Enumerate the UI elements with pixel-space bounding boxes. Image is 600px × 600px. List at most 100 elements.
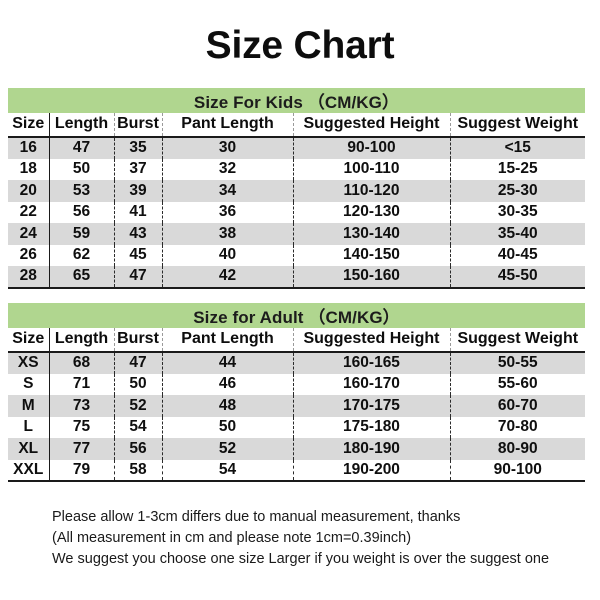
cell-suggested-height: 90-100 [293,137,451,159]
note-line-2: (All measurement in cm and please note 1… [52,530,412,546]
cell-size: M [8,395,50,417]
cell-suggested-height: 180-190 [293,438,451,460]
table-row: 20 53 39 34 110-120 25-30 [8,180,585,202]
cell-length: 59 [49,223,115,245]
cell-length: 62 [49,244,115,266]
cell-suggest-weight: <15 [450,137,585,159]
cell-burst: 39 [114,180,163,202]
cell-suggest-weight: 55-60 [450,373,585,395]
table-row: 22 56 41 36 120-130 30-35 [8,201,585,223]
cell-suggested-height: 160-165 [293,352,451,374]
column-header-suggested-height: Suggested Height [293,328,451,353]
cell-suggested-height: 190-200 [293,459,451,482]
cell-suggest-weight: 60-70 [450,395,585,417]
cell-suggest-weight: 35-40 [450,223,585,245]
cell-size: 20 [8,180,50,202]
cell-size: 16 [8,137,50,159]
cell-suggested-height: 160-170 [293,373,451,395]
table-row: 28 65 47 42 150-160 45-50 [8,266,585,289]
table-row: L 75 54 50 175-180 70-80 [8,416,585,438]
cell-burst: 54 [114,416,163,438]
column-header-suggested-height: Suggested Height [293,113,451,138]
cell-length: 71 [49,373,115,395]
cell-size: S [8,373,50,395]
column-header-size: Size [8,328,50,353]
cell-suggest-weight: 45-50 [450,266,585,289]
cell-suggested-height: 100-110 [293,158,451,180]
cell-burst: 45 [114,244,163,266]
table-row: XXL 79 58 54 190-200 90-100 [8,459,585,482]
cell-pant-length: 32 [162,158,294,180]
cell-length: 73 [49,395,115,417]
column-header-pant-length: Pant Length [162,328,294,353]
cell-pant-length: 44 [162,352,294,374]
column-header-burst: Burst [114,113,163,138]
cell-burst: 58 [114,459,163,482]
cell-suggest-weight: 50-55 [450,352,585,374]
cell-burst: 37 [114,158,163,180]
adult-size-table: Size Length Burst Pant Length Suggested … [8,328,585,482]
cell-pant-length: 38 [162,223,294,245]
kids-section-banner: Size For Kids （CM/KG） [8,88,585,113]
table-row: 18 50 37 32 100-110 15-25 [8,158,585,180]
cell-size: XXL [8,459,50,482]
cell-suggested-height: 120-130 [293,201,451,223]
cell-size: 22 [8,201,50,223]
table-row: XL 77 56 52 180-190 80-90 [8,438,585,460]
column-header-suggest-weight: Suggest Weight [450,113,585,138]
cell-pant-length: 48 [162,395,294,417]
cell-length: 53 [49,180,115,202]
cell-burst: 50 [114,373,163,395]
measurement-notes: Please allow 1-3cm differs due to manual… [52,507,592,570]
cell-suggest-weight: 80-90 [450,438,585,460]
cell-size: 28 [8,266,50,289]
cell-burst: 43 [114,223,163,245]
cell-length: 75 [49,416,115,438]
column-header-pant-length: Pant Length [162,113,294,138]
cell-length: 65 [49,266,115,289]
cell-suggest-weight: 90-100 [450,459,585,482]
cell-pant-length: 54 [162,459,294,482]
cell-suggested-height: 175-180 [293,416,451,438]
page-title: Size Chart [205,24,395,67]
kids-size-table: Size Length Burst Pant Length Suggested … [8,113,585,289]
cell-suggested-height: 150-160 [293,266,451,289]
table-row: S 71 50 46 160-170 55-60 [8,373,585,395]
cell-pant-length: 52 [162,438,294,460]
cell-pant-length: 40 [162,244,294,266]
cell-size: 26 [8,244,50,266]
cell-length: 56 [49,201,115,223]
cell-size: XS [8,352,50,374]
cell-burst: 56 [114,438,163,460]
cell-suggest-weight: 30-35 [450,201,585,223]
cell-pant-length: 34 [162,180,294,202]
cell-length: 79 [49,459,115,482]
cell-size: L [8,416,50,438]
cell-pant-length: 42 [162,266,294,289]
column-header-burst: Burst [114,328,163,353]
cell-burst: 41 [114,201,163,223]
table-row: 16 47 35 30 90-100 <15 [8,137,585,159]
column-header-suggest-weight: Suggest Weight [450,328,585,353]
table-row: 24 59 43 38 130-140 35-40 [8,223,585,245]
column-header-length: Length [49,113,115,138]
cell-pant-length: 36 [162,201,294,223]
note-line-1: Please allow 1-3cm differs due to manual… [52,509,461,525]
column-header-length: Length [49,328,115,353]
table-row: 26 62 45 40 140-150 40-45 [8,244,585,266]
cell-length: 68 [49,352,115,374]
cell-pant-length: 30 [162,137,294,159]
cell-length: 77 [49,438,115,460]
cell-length: 50 [49,158,115,180]
cell-suggest-weight: 25-30 [450,180,585,202]
cell-suggest-weight: 70-80 [450,416,585,438]
kids-size-table-block: Size For Kids （CM/KG） Size Length Burst … [8,88,585,289]
kids-header-row: Size Length Burst Pant Length Suggested … [8,113,585,138]
cell-suggested-height: 110-120 [293,180,451,202]
column-header-size: Size [8,113,50,138]
adult-size-table-block: Size for Adult （CM/KG） Size Length Burst… [8,303,585,482]
cell-suggested-height: 140-150 [293,244,451,266]
cell-size: XL [8,438,50,460]
cell-size: 18 [8,158,50,180]
